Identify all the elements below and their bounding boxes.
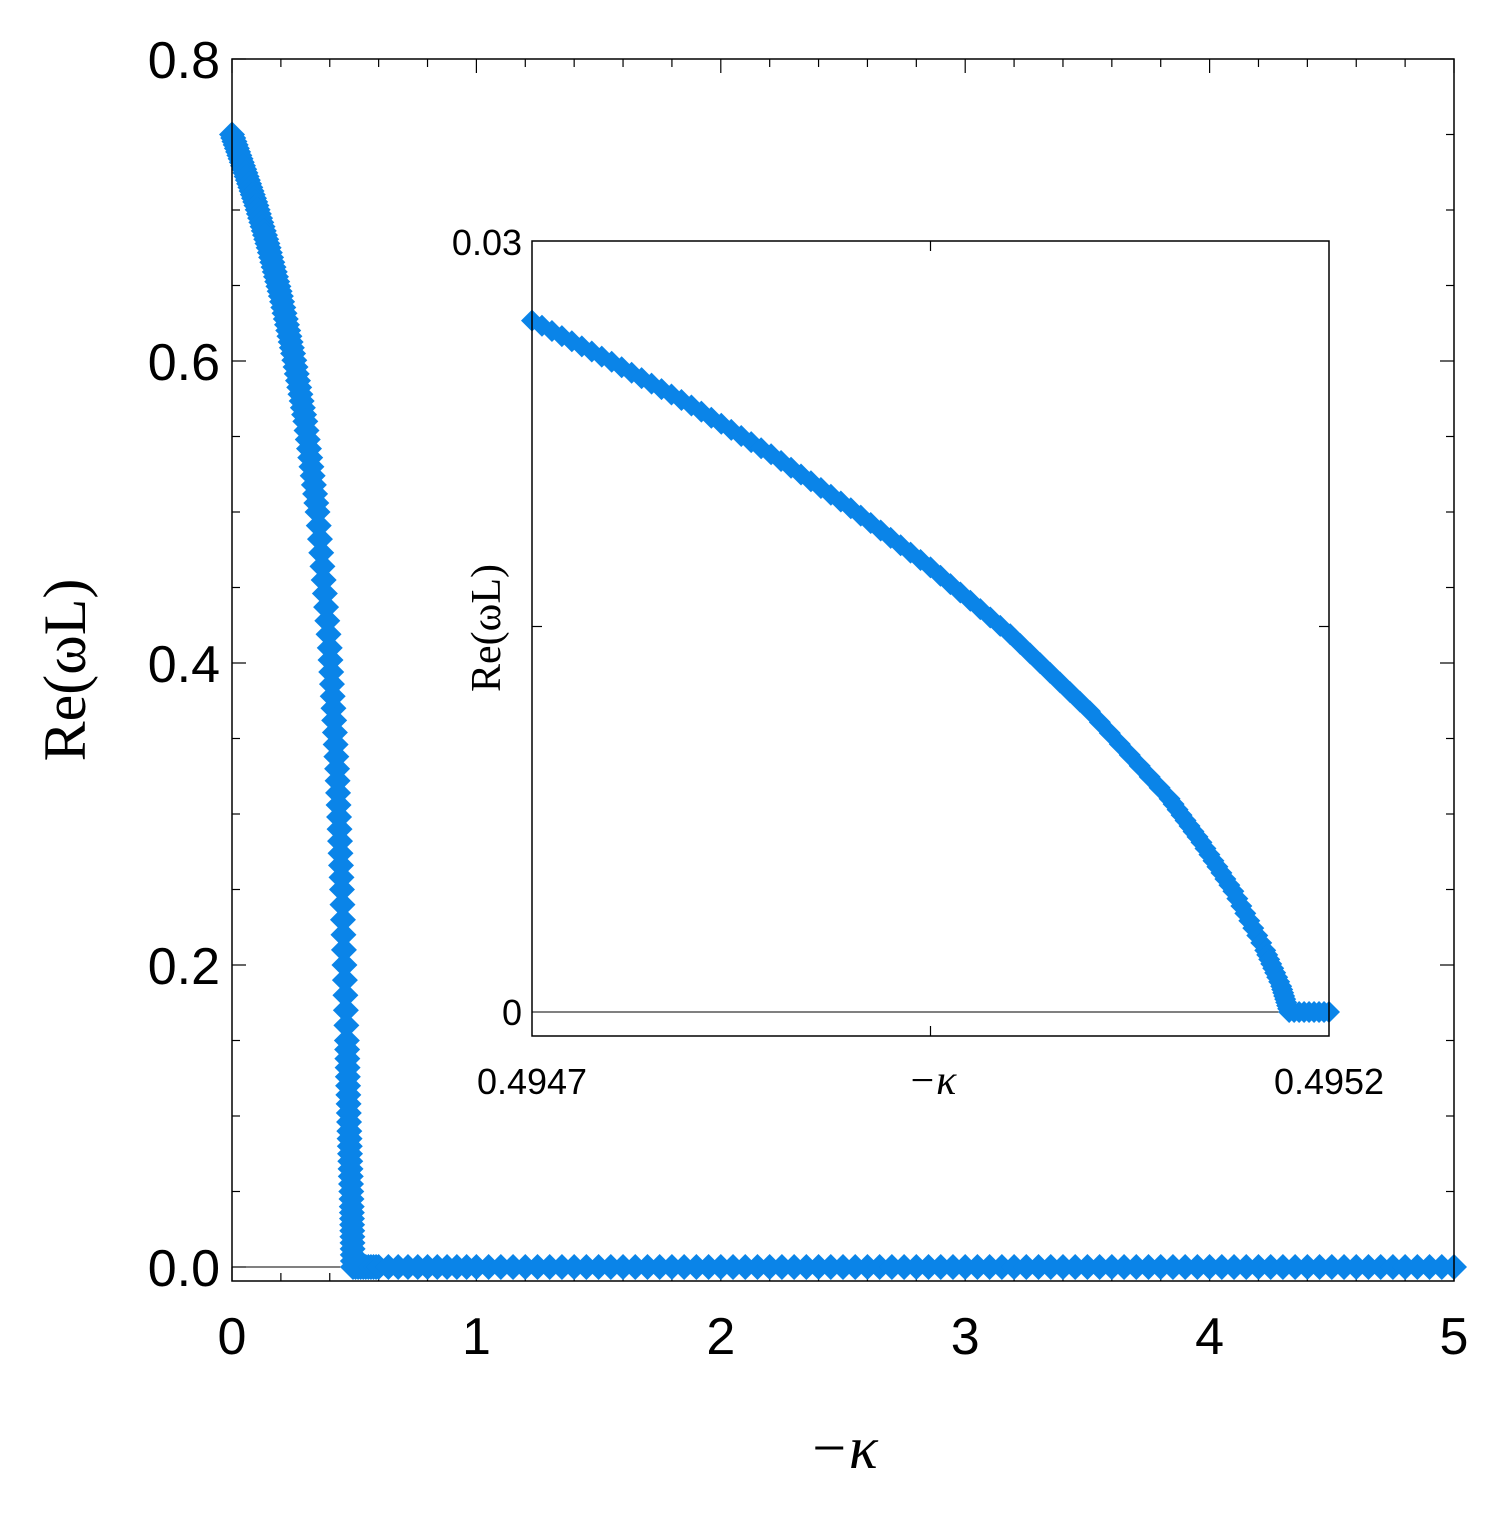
x-tick-label: 0.4947 <box>477 1061 587 1102</box>
x-tick-label: 0 <box>218 1308 247 1366</box>
x-tick-label: 1 <box>462 1308 491 1366</box>
inset-tick-marks <box>532 241 1329 1036</box>
inset-panel: 0.4947 0.4952 00.03 −κ Re(ωL) <box>452 222 1384 1104</box>
data-point-marker <box>329 906 356 933</box>
data-point-marker <box>331 967 358 994</box>
y-tick-label: 0.4 <box>148 636 220 694</box>
y-tick-label: 0.03 <box>452 222 522 263</box>
inset-x-tick-labels: 0.4947 0.4952 <box>477 1061 1384 1102</box>
main-x-tick-labels: 0 1 2 3 4 5 <box>218 1308 1469 1366</box>
inset-background <box>532 241 1329 1036</box>
data-point-marker <box>332 997 359 1024</box>
data-point-marker <box>328 876 355 903</box>
x-tick-label: 4 <box>1195 1308 1224 1366</box>
x-tick-label: 2 <box>706 1308 735 1366</box>
data-point-marker <box>332 982 359 1009</box>
y-tick-label: 0.0 <box>148 1240 220 1298</box>
data-point-marker <box>330 921 357 948</box>
inset-x-axis-label: −κ <box>908 1058 957 1104</box>
data-point-marker <box>331 952 358 978</box>
y-tick-label: 0 <box>502 992 522 1033</box>
main-panel: 0 1 2 3 4 5 0.0 0.2 0.4 0.6 0.8 −κ Re(ωL) <box>32 32 1468 1481</box>
x-tick-label: 3 <box>951 1308 980 1366</box>
main-series <box>219 121 1467 1280</box>
data-point-marker <box>330 936 357 963</box>
data-point-marker <box>329 891 356 918</box>
inset-y-tick-labels: 00.03 <box>452 222 522 1033</box>
main-x-axis-label: −κ <box>808 1415 878 1481</box>
inset-y-axis-label: Re(ωL) <box>464 564 510 692</box>
main-plot-frame <box>231 58 1455 1282</box>
x-tick-label: 0.4952 <box>1274 1061 1384 1102</box>
y-tick-label: 0.8 <box>148 32 220 90</box>
inset-plot-frame <box>531 240 1330 1037</box>
inset-series <box>521 309 1340 1023</box>
y-tick-label: 0.6 <box>148 334 220 392</box>
x-tick-label: 5 <box>1440 1308 1469 1366</box>
y-tick-label: 0.2 <box>148 938 220 996</box>
main-y-axis-label: Re(ωL) <box>32 579 98 762</box>
data-point-marker <box>839 497 862 520</box>
data-point-marker <box>333 1012 360 1039</box>
main-y-tick-labels: 0.0 0.2 0.4 0.6 0.8 <box>148 32 220 1298</box>
